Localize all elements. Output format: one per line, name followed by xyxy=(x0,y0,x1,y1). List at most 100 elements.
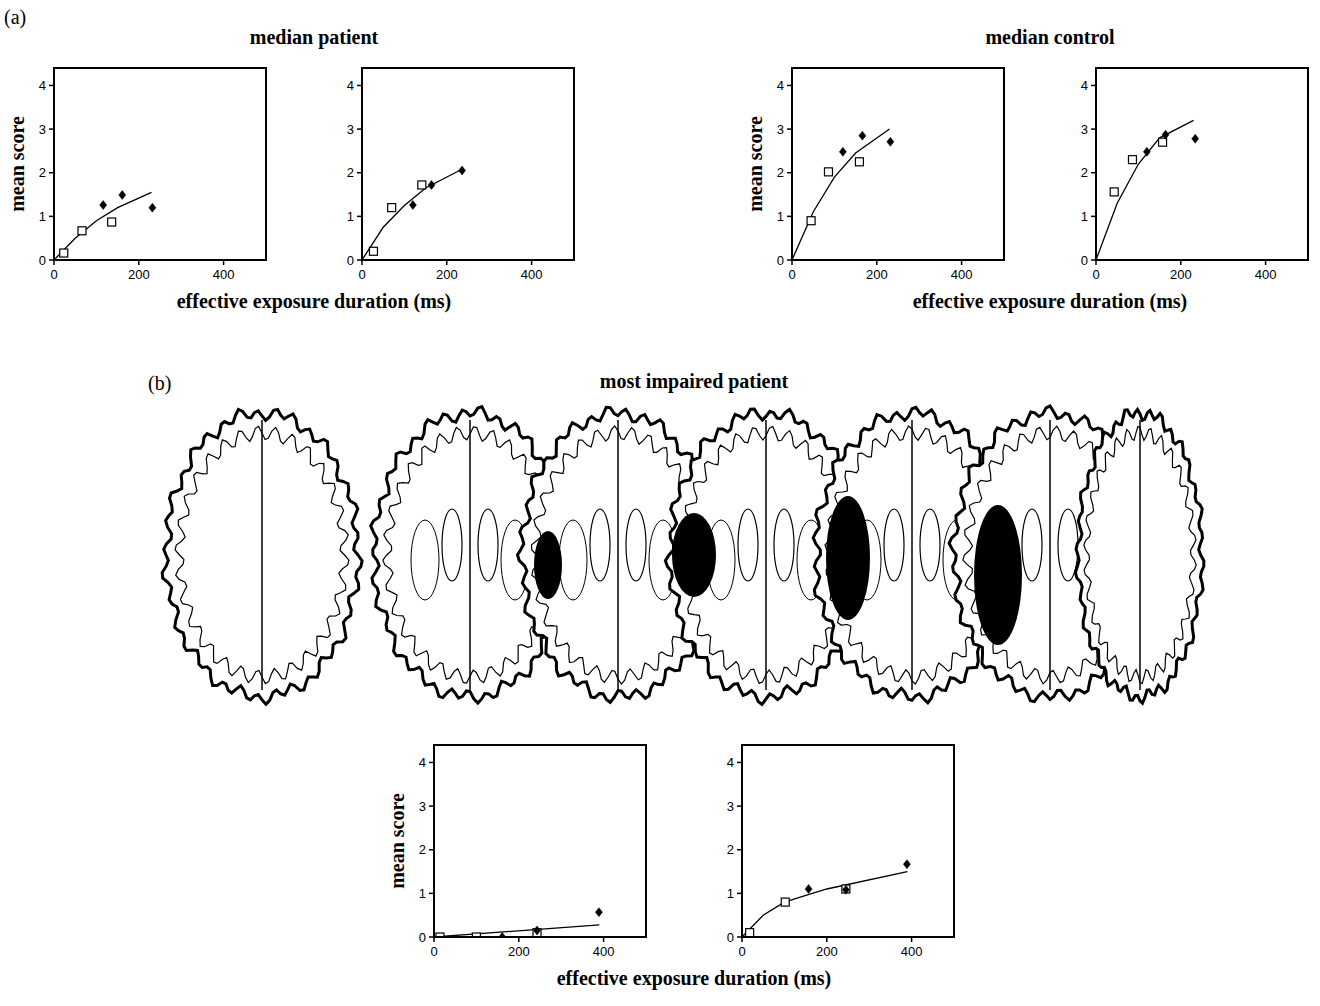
fit-line xyxy=(742,872,907,937)
lesion xyxy=(672,513,716,597)
diamond-point xyxy=(805,885,812,894)
y-tick-label: 4 xyxy=(777,78,784,93)
square-point xyxy=(78,227,86,235)
y-tick-label: 3 xyxy=(727,799,734,814)
plot-frame xyxy=(54,68,266,260)
y-tick-label: 1 xyxy=(39,209,46,224)
fit-line xyxy=(792,129,890,260)
slice-midline xyxy=(469,420,471,690)
y-tick-label: 1 xyxy=(347,209,354,224)
slice-ventricle xyxy=(1022,509,1042,581)
slice-midline xyxy=(1139,420,1141,690)
y-tick-label: 1 xyxy=(727,886,734,901)
diamond-point xyxy=(459,166,466,175)
y-tick-label: 0 xyxy=(347,253,354,268)
y-axis-title: mean score xyxy=(386,793,408,889)
diamond-point xyxy=(534,926,541,935)
panel-group: median control020040001234020040001234me… xyxy=(744,26,1308,313)
square-point xyxy=(369,247,377,255)
diamond-point xyxy=(859,131,866,140)
diamond-point xyxy=(1162,130,1169,139)
x-tick-label: 400 xyxy=(901,944,923,959)
y-axis-title: mean score xyxy=(6,116,28,212)
data-area xyxy=(792,129,894,260)
y-tick-label: 3 xyxy=(419,799,426,814)
lesion xyxy=(826,496,870,620)
y-tick-label: 3 xyxy=(777,122,784,137)
slice-ventricle xyxy=(626,509,646,581)
brain-slices xyxy=(162,406,1204,704)
diamond-point xyxy=(903,860,910,869)
square-point xyxy=(855,158,863,166)
y-tick-label: 0 xyxy=(777,253,784,268)
x-tick-label: 400 xyxy=(213,267,235,282)
fit-line xyxy=(362,171,460,260)
x-tick-label: 0 xyxy=(358,267,365,282)
plot-frame xyxy=(792,68,1004,260)
plot: 020040001234 xyxy=(347,68,574,282)
square-point xyxy=(1110,188,1118,196)
diamond-point xyxy=(1143,147,1150,156)
y-tick-label: 0 xyxy=(39,253,46,268)
slice-midline xyxy=(765,420,767,690)
square-point xyxy=(807,217,815,225)
square-point xyxy=(388,204,396,212)
data-area xyxy=(742,860,910,937)
diamond-point xyxy=(887,137,894,146)
slice-ventricle xyxy=(774,509,794,581)
x-axis-title: effective exposure duration (ms) xyxy=(557,967,832,990)
y-tick-label: 4 xyxy=(39,78,46,93)
lesion xyxy=(974,505,1022,645)
diamond-point xyxy=(409,201,416,210)
x-axis-title: effective exposure duration (ms) xyxy=(913,290,1188,313)
y-tick-label: 4 xyxy=(347,78,354,93)
slice-midline xyxy=(1049,420,1051,690)
y-tick-label: 2 xyxy=(1081,165,1088,180)
slice-midline xyxy=(617,420,619,690)
panel-label: (b) xyxy=(148,372,171,395)
diamond-point xyxy=(428,180,435,189)
y-tick-label: 1 xyxy=(1081,209,1088,224)
data-area xyxy=(54,190,156,260)
slice-midline xyxy=(261,420,263,690)
panel-label: (a) xyxy=(4,6,26,29)
group-title: median control xyxy=(985,26,1115,48)
y-tick-label: 2 xyxy=(39,165,46,180)
x-tick-label: 200 xyxy=(508,944,530,959)
x-tick-label: 400 xyxy=(593,944,615,959)
plot-frame xyxy=(434,745,646,937)
data-area xyxy=(434,908,602,937)
x-tick-label: 400 xyxy=(521,267,543,282)
y-tick-label: 3 xyxy=(347,122,354,137)
square-point xyxy=(746,929,754,937)
x-tick-label: 200 xyxy=(816,944,838,959)
plot: 020040001234 xyxy=(777,68,1004,282)
square-point xyxy=(108,218,116,226)
square-point xyxy=(824,168,832,176)
slice-midline xyxy=(911,420,913,690)
slice-outline xyxy=(518,407,718,702)
diamond-point xyxy=(595,908,602,917)
x-tick-label: 0 xyxy=(430,944,437,959)
y-tick-label: 1 xyxy=(419,886,426,901)
slice-ventricle xyxy=(738,509,758,581)
slice-ventricle xyxy=(920,509,940,581)
panel-group: (a)median patient02004000123402004000123… xyxy=(4,6,574,313)
data-area xyxy=(362,166,466,260)
plot: 020040001234 xyxy=(419,745,646,959)
fit-line xyxy=(434,925,599,937)
y-tick-label: 4 xyxy=(1081,78,1088,93)
plot: 020040001234 xyxy=(39,68,266,282)
x-tick-label: 200 xyxy=(128,267,150,282)
x-tick-label: 200 xyxy=(866,267,888,282)
plot-frame xyxy=(362,68,574,260)
group-title: most impaired patient xyxy=(600,370,789,393)
y-axis-title: mean score xyxy=(744,116,766,212)
plot: 020040001234 xyxy=(727,745,954,959)
x-tick-label: 0 xyxy=(738,944,745,959)
x-tick-label: 0 xyxy=(1092,267,1099,282)
figure: (a)median patient02004000123402004000123… xyxy=(0,0,1320,1006)
data-area xyxy=(1096,120,1199,260)
slice-ventricle xyxy=(884,509,904,581)
square-point xyxy=(781,898,789,906)
